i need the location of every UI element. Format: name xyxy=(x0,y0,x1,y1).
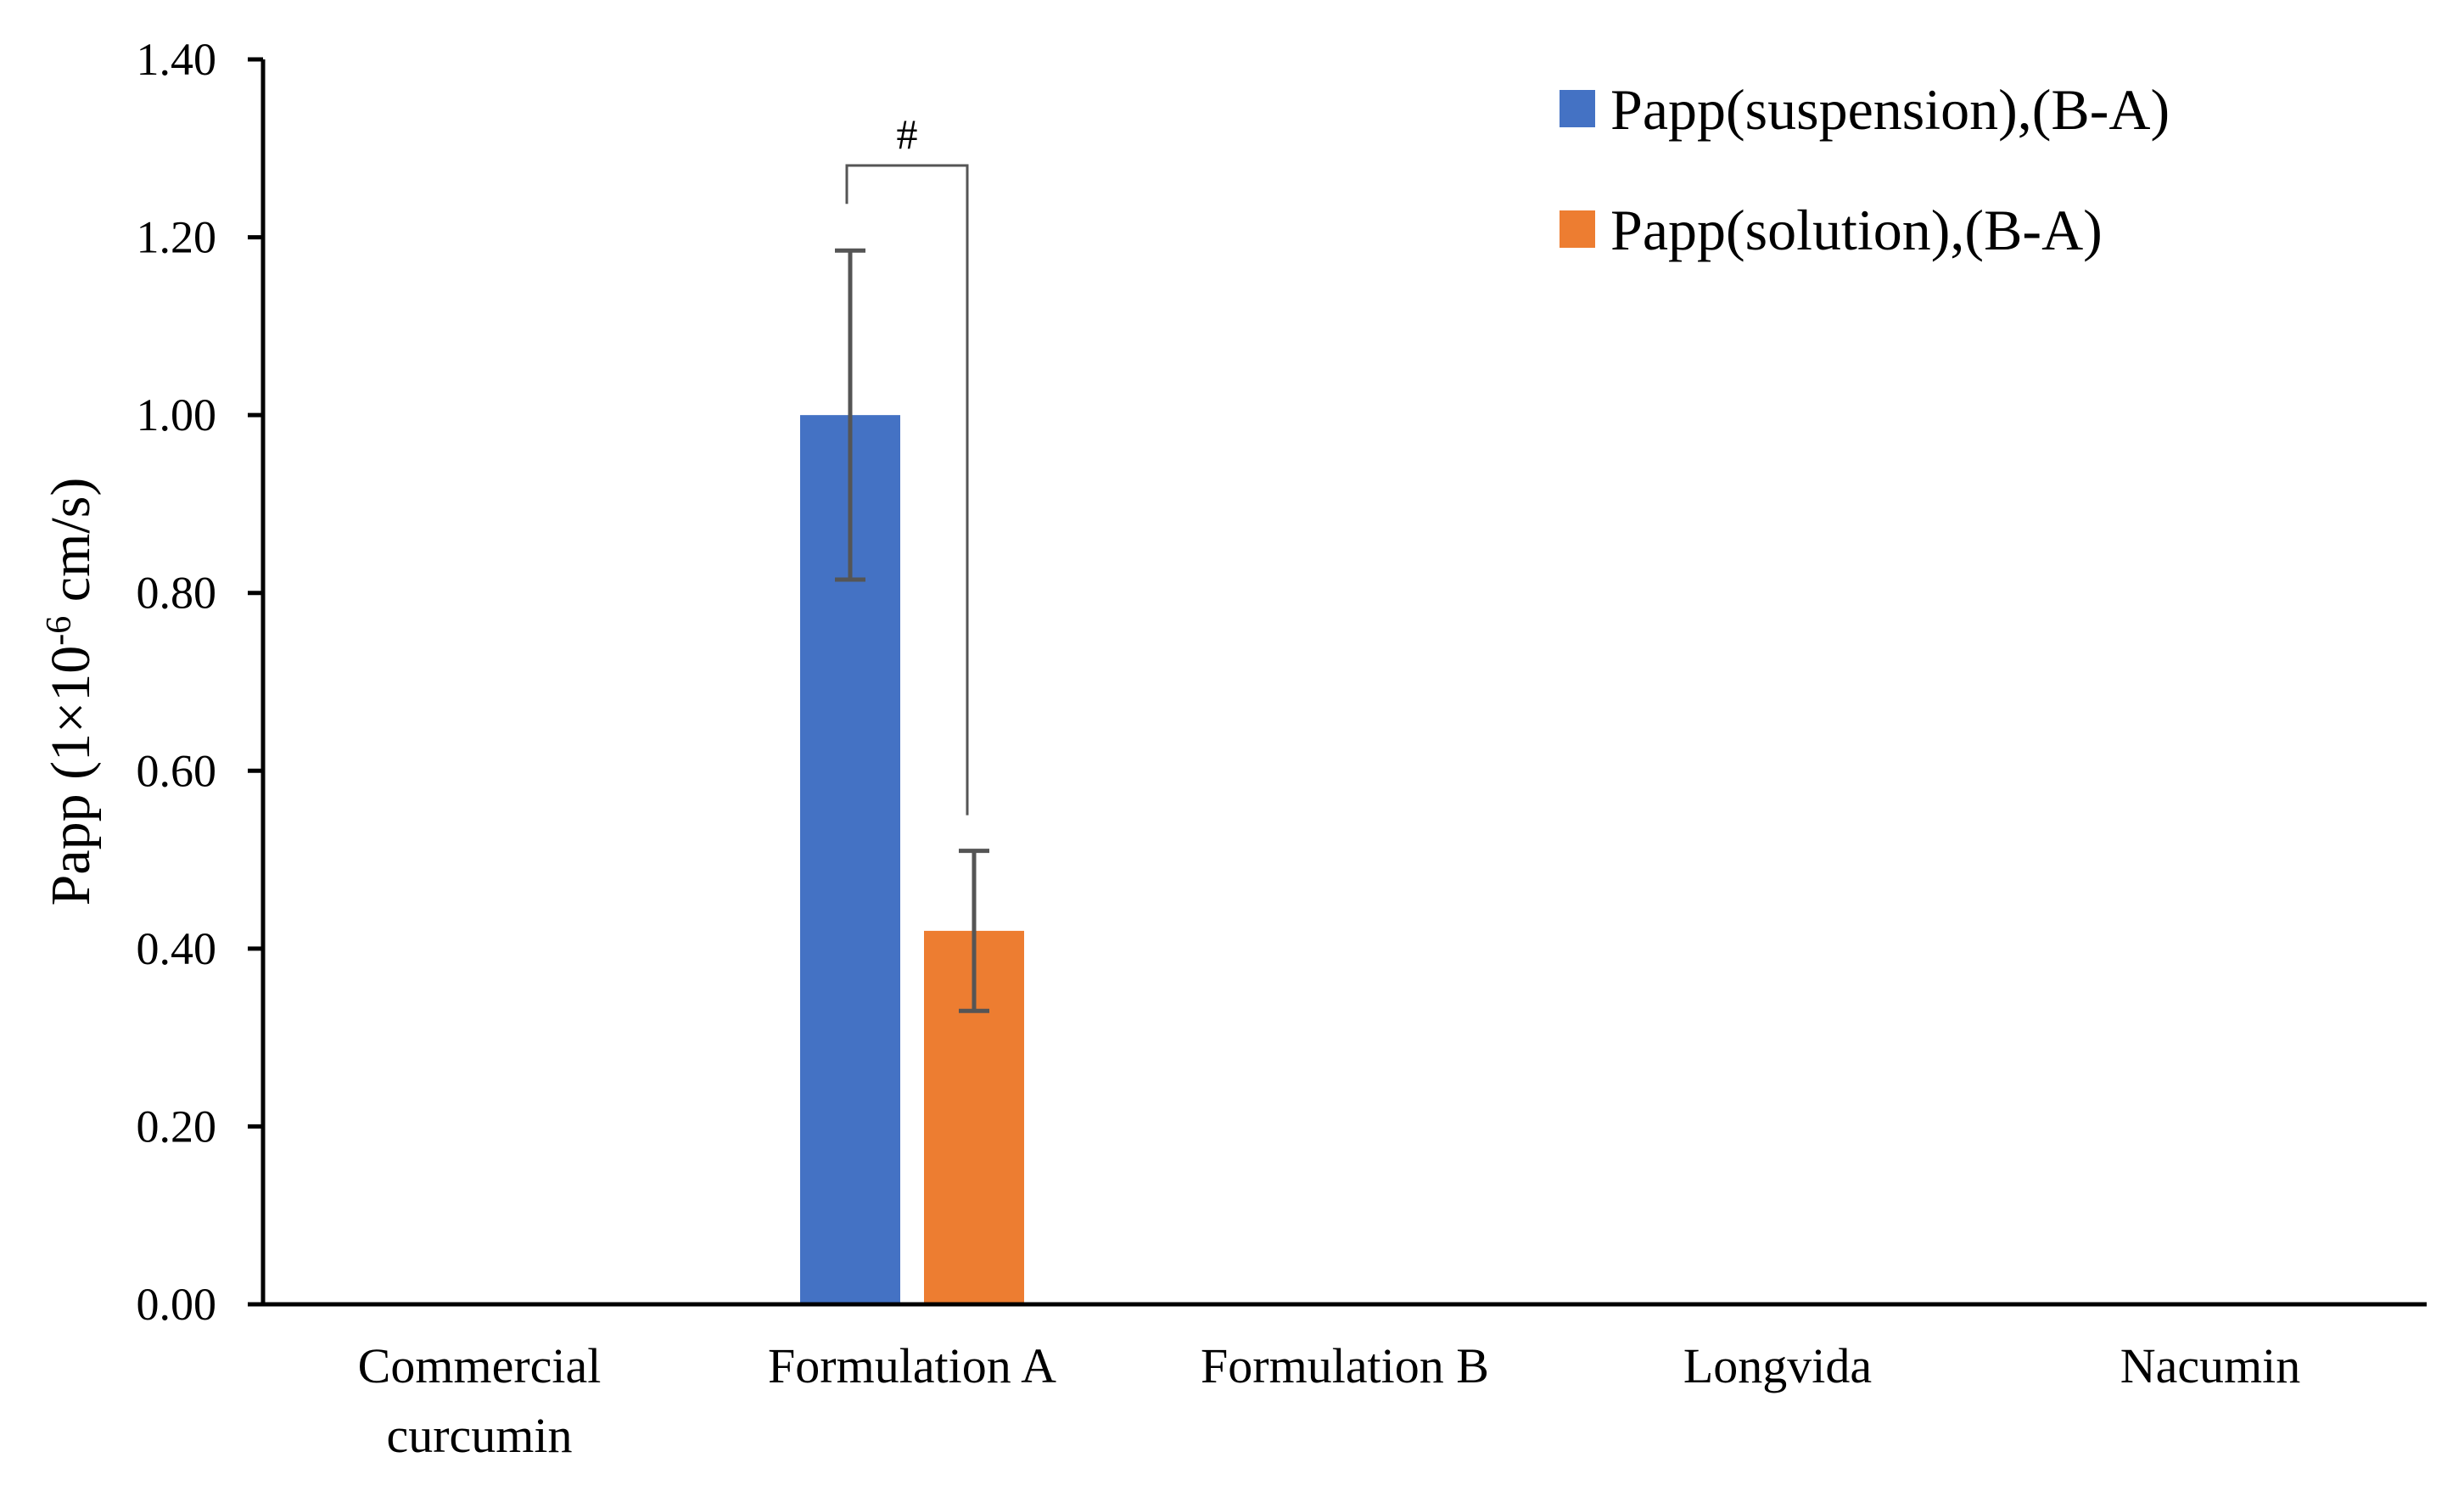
x-tick-label: Formulation B xyxy=(1201,1338,1489,1393)
legend: Papp(suspension),(B-A) Papp(solution),(B-… xyxy=(1560,77,2170,262)
x-tick-label: Nacumin xyxy=(2120,1338,2301,1393)
y-tick-label: 1.40 xyxy=(137,34,217,85)
x-tick-label: Formulation A xyxy=(768,1338,1056,1393)
legend-swatch xyxy=(1560,210,1595,248)
axes xyxy=(260,59,2427,1307)
legend-label: Papp(solution),(B-A) xyxy=(1610,198,2103,262)
significance-label: # xyxy=(897,110,918,158)
x-tick-label: Longvida xyxy=(1683,1338,1872,1393)
legend-swatch xyxy=(1560,90,1595,127)
error-bars xyxy=(835,248,989,1013)
y-tick-label: 0.60 xyxy=(137,745,217,796)
y-tick-label: 1.00 xyxy=(137,390,217,440)
x-axis-labels: Commercial curcumin Formulation A Formulati… xyxy=(358,1338,2301,1463)
y-tick-label: 1.20 xyxy=(137,212,217,263)
legend-label: Papp(suspension),(B-A) xyxy=(1610,77,2170,142)
y-axis-title: Papp (1×10-6 cm/s) xyxy=(40,478,102,906)
x-tick-label: Commercial xyxy=(358,1338,602,1393)
y-axis-ticks: 0.00 0.20 0.40 0.60 0.80 1.00 1.20 1.40 xyxy=(137,34,263,1330)
y-tick-label: 0.40 xyxy=(137,923,217,974)
bars xyxy=(800,415,1024,1305)
y-tick-label: 0.00 xyxy=(137,1279,217,1330)
significance-annotation: # xyxy=(845,110,969,816)
y-tick-label: 0.20 xyxy=(137,1101,217,1152)
y-tick-label: 0.80 xyxy=(137,568,217,619)
significance-bracket xyxy=(845,164,969,816)
x-tick-label: curcumin xyxy=(386,1408,572,1463)
